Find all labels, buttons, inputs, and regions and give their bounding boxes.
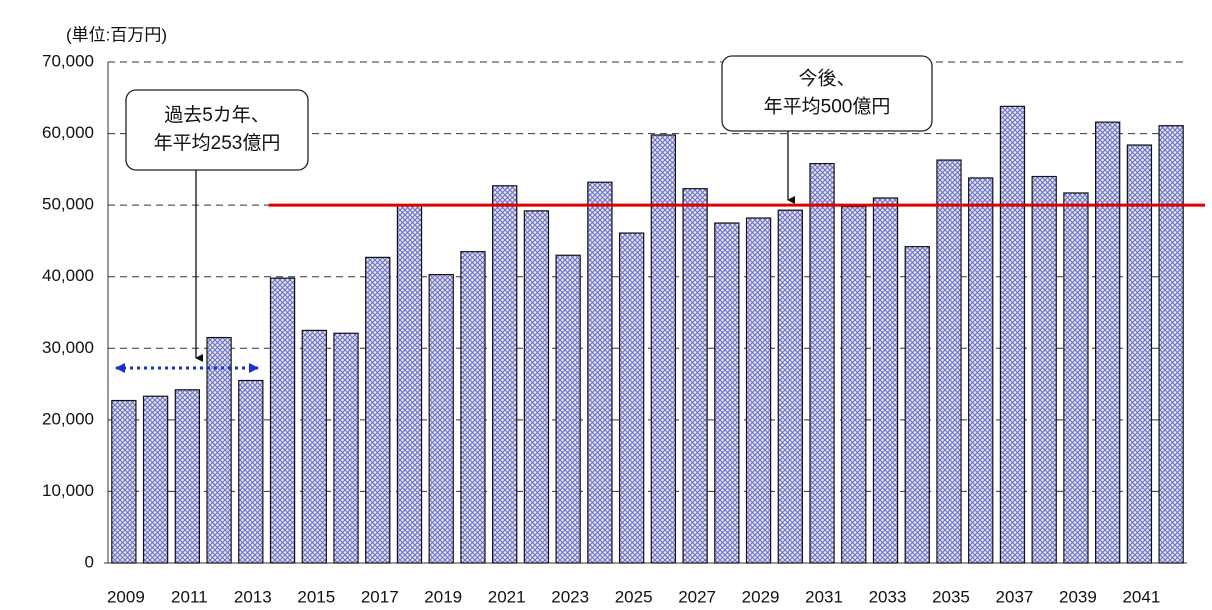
x-tick-label: 2023 bbox=[551, 587, 589, 606]
callout-box bbox=[125, 89, 309, 171]
x-tick-label: 2037 bbox=[996, 587, 1034, 606]
bar bbox=[809, 163, 835, 564]
unit-label: (単位:百万円) bbox=[66, 25, 167, 44]
bar bbox=[492, 185, 518, 564]
y-tick-label: 70,000 bbox=[42, 51, 94, 70]
bar bbox=[206, 336, 232, 564]
bar bbox=[1158, 125, 1184, 564]
bar bbox=[396, 204, 423, 564]
callout-text: 年平均253億円 bbox=[154, 132, 281, 154]
bar bbox=[333, 332, 359, 564]
bar bbox=[872, 197, 899, 564]
bar bbox=[1126, 144, 1153, 564]
bar bbox=[111, 399, 137, 564]
bar bbox=[301, 329, 327, 564]
bar bbox=[269, 277, 296, 564]
callout-text: 今後、 bbox=[798, 68, 855, 90]
x-tick-label: 2017 bbox=[361, 587, 399, 606]
bar bbox=[936, 159, 962, 564]
bar bbox=[428, 273, 454, 564]
bar bbox=[745, 217, 772, 564]
bar bbox=[999, 105, 1026, 564]
x-tick-label: 2027 bbox=[678, 587, 716, 606]
bar bbox=[587, 181, 613, 564]
y-tick-label: 0 bbox=[85, 552, 94, 571]
bar bbox=[555, 254, 581, 564]
x-tick-label: 2021 bbox=[488, 587, 526, 606]
bar bbox=[1095, 121, 1121, 564]
y-tick-label: 40,000 bbox=[42, 266, 94, 285]
x-tick-label: 2019 bbox=[424, 587, 462, 606]
callout-text: 年平均500億円 bbox=[764, 96, 891, 118]
x-tick-label: 2039 bbox=[1059, 587, 1097, 606]
y-tick-label: 60,000 bbox=[42, 123, 94, 142]
y-tick-label: 30,000 bbox=[42, 338, 94, 357]
bar bbox=[365, 256, 391, 564]
callout-text: 過去5カ年、 bbox=[164, 104, 270, 126]
bar bbox=[238, 379, 264, 564]
y-tick-label: 50,000 bbox=[42, 195, 94, 214]
x-tick-label: 2025 bbox=[615, 587, 653, 606]
x-tick-label: 2011 bbox=[171, 587, 208, 606]
bar bbox=[142, 395, 169, 564]
bar bbox=[618, 232, 645, 564]
y-tick-label: 20,000 bbox=[42, 409, 94, 428]
x-tick-label: 2035 bbox=[932, 587, 970, 606]
bar bbox=[460, 251, 486, 564]
x-tick-label: 2013 bbox=[234, 587, 272, 606]
x-tick-label: 2029 bbox=[742, 587, 780, 606]
x-tick-label: 2041 bbox=[1122, 587, 1160, 606]
callout-box bbox=[721, 55, 933, 132]
x-tick-label: 2015 bbox=[297, 587, 335, 606]
bar bbox=[523, 210, 550, 564]
y-tick-label: 10,000 bbox=[42, 481, 94, 500]
bar bbox=[1063, 192, 1089, 564]
bar bbox=[904, 246, 930, 564]
bar bbox=[777, 209, 803, 564]
bar bbox=[841, 205, 867, 564]
x-tick-label: 2009 bbox=[107, 587, 145, 606]
bar bbox=[682, 188, 708, 564]
x-tick-label: 2031 bbox=[805, 587, 843, 606]
bar bbox=[1031, 175, 1057, 564]
bar bbox=[968, 177, 994, 564]
bar bbox=[174, 389, 200, 564]
bar bbox=[650, 134, 677, 564]
x-tick-label: 2033 bbox=[869, 587, 907, 606]
bar bbox=[714, 222, 740, 564]
